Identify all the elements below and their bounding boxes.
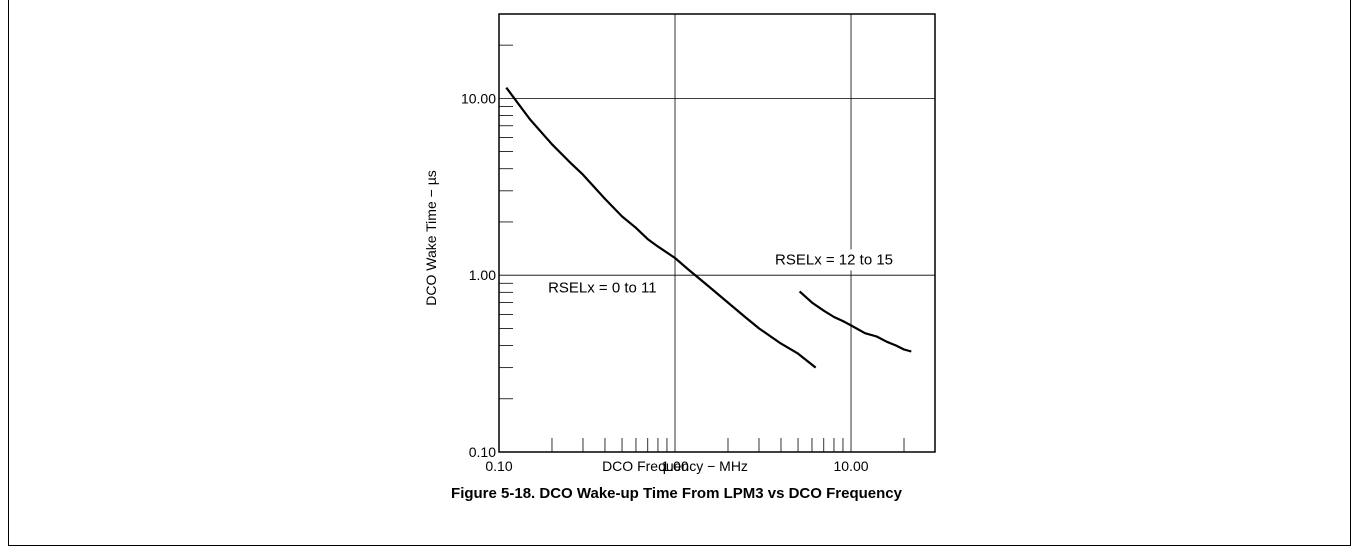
series-line xyxy=(798,290,912,353)
annotation-background xyxy=(772,249,897,271)
series-line xyxy=(505,86,817,369)
y-axis-label: DCO Wake Time − µs xyxy=(423,170,439,306)
y-tick-label: 10.00 xyxy=(461,90,496,106)
series-annotation: RSELx = 12 to 15 xyxy=(775,251,893,268)
x-tick-label: 1.00 xyxy=(661,458,688,474)
x-tick-label: 0.10 xyxy=(485,458,512,474)
annotation-background xyxy=(545,277,660,299)
series-annotation: RSELx = 0 to 11 xyxy=(548,279,657,296)
x-tick-label: 10.00 xyxy=(833,458,868,474)
plot-area-border xyxy=(498,13,936,453)
figure-caption: Figure 5-18. DCO Wake-up Time From LPM3 … xyxy=(451,485,902,502)
y-tick-label: 1.00 xyxy=(469,267,496,283)
y-tick-label: 0.10 xyxy=(469,444,496,460)
figure-frame xyxy=(8,0,1351,546)
x-axis-label: DCO Frequency − MHz xyxy=(602,458,748,474)
